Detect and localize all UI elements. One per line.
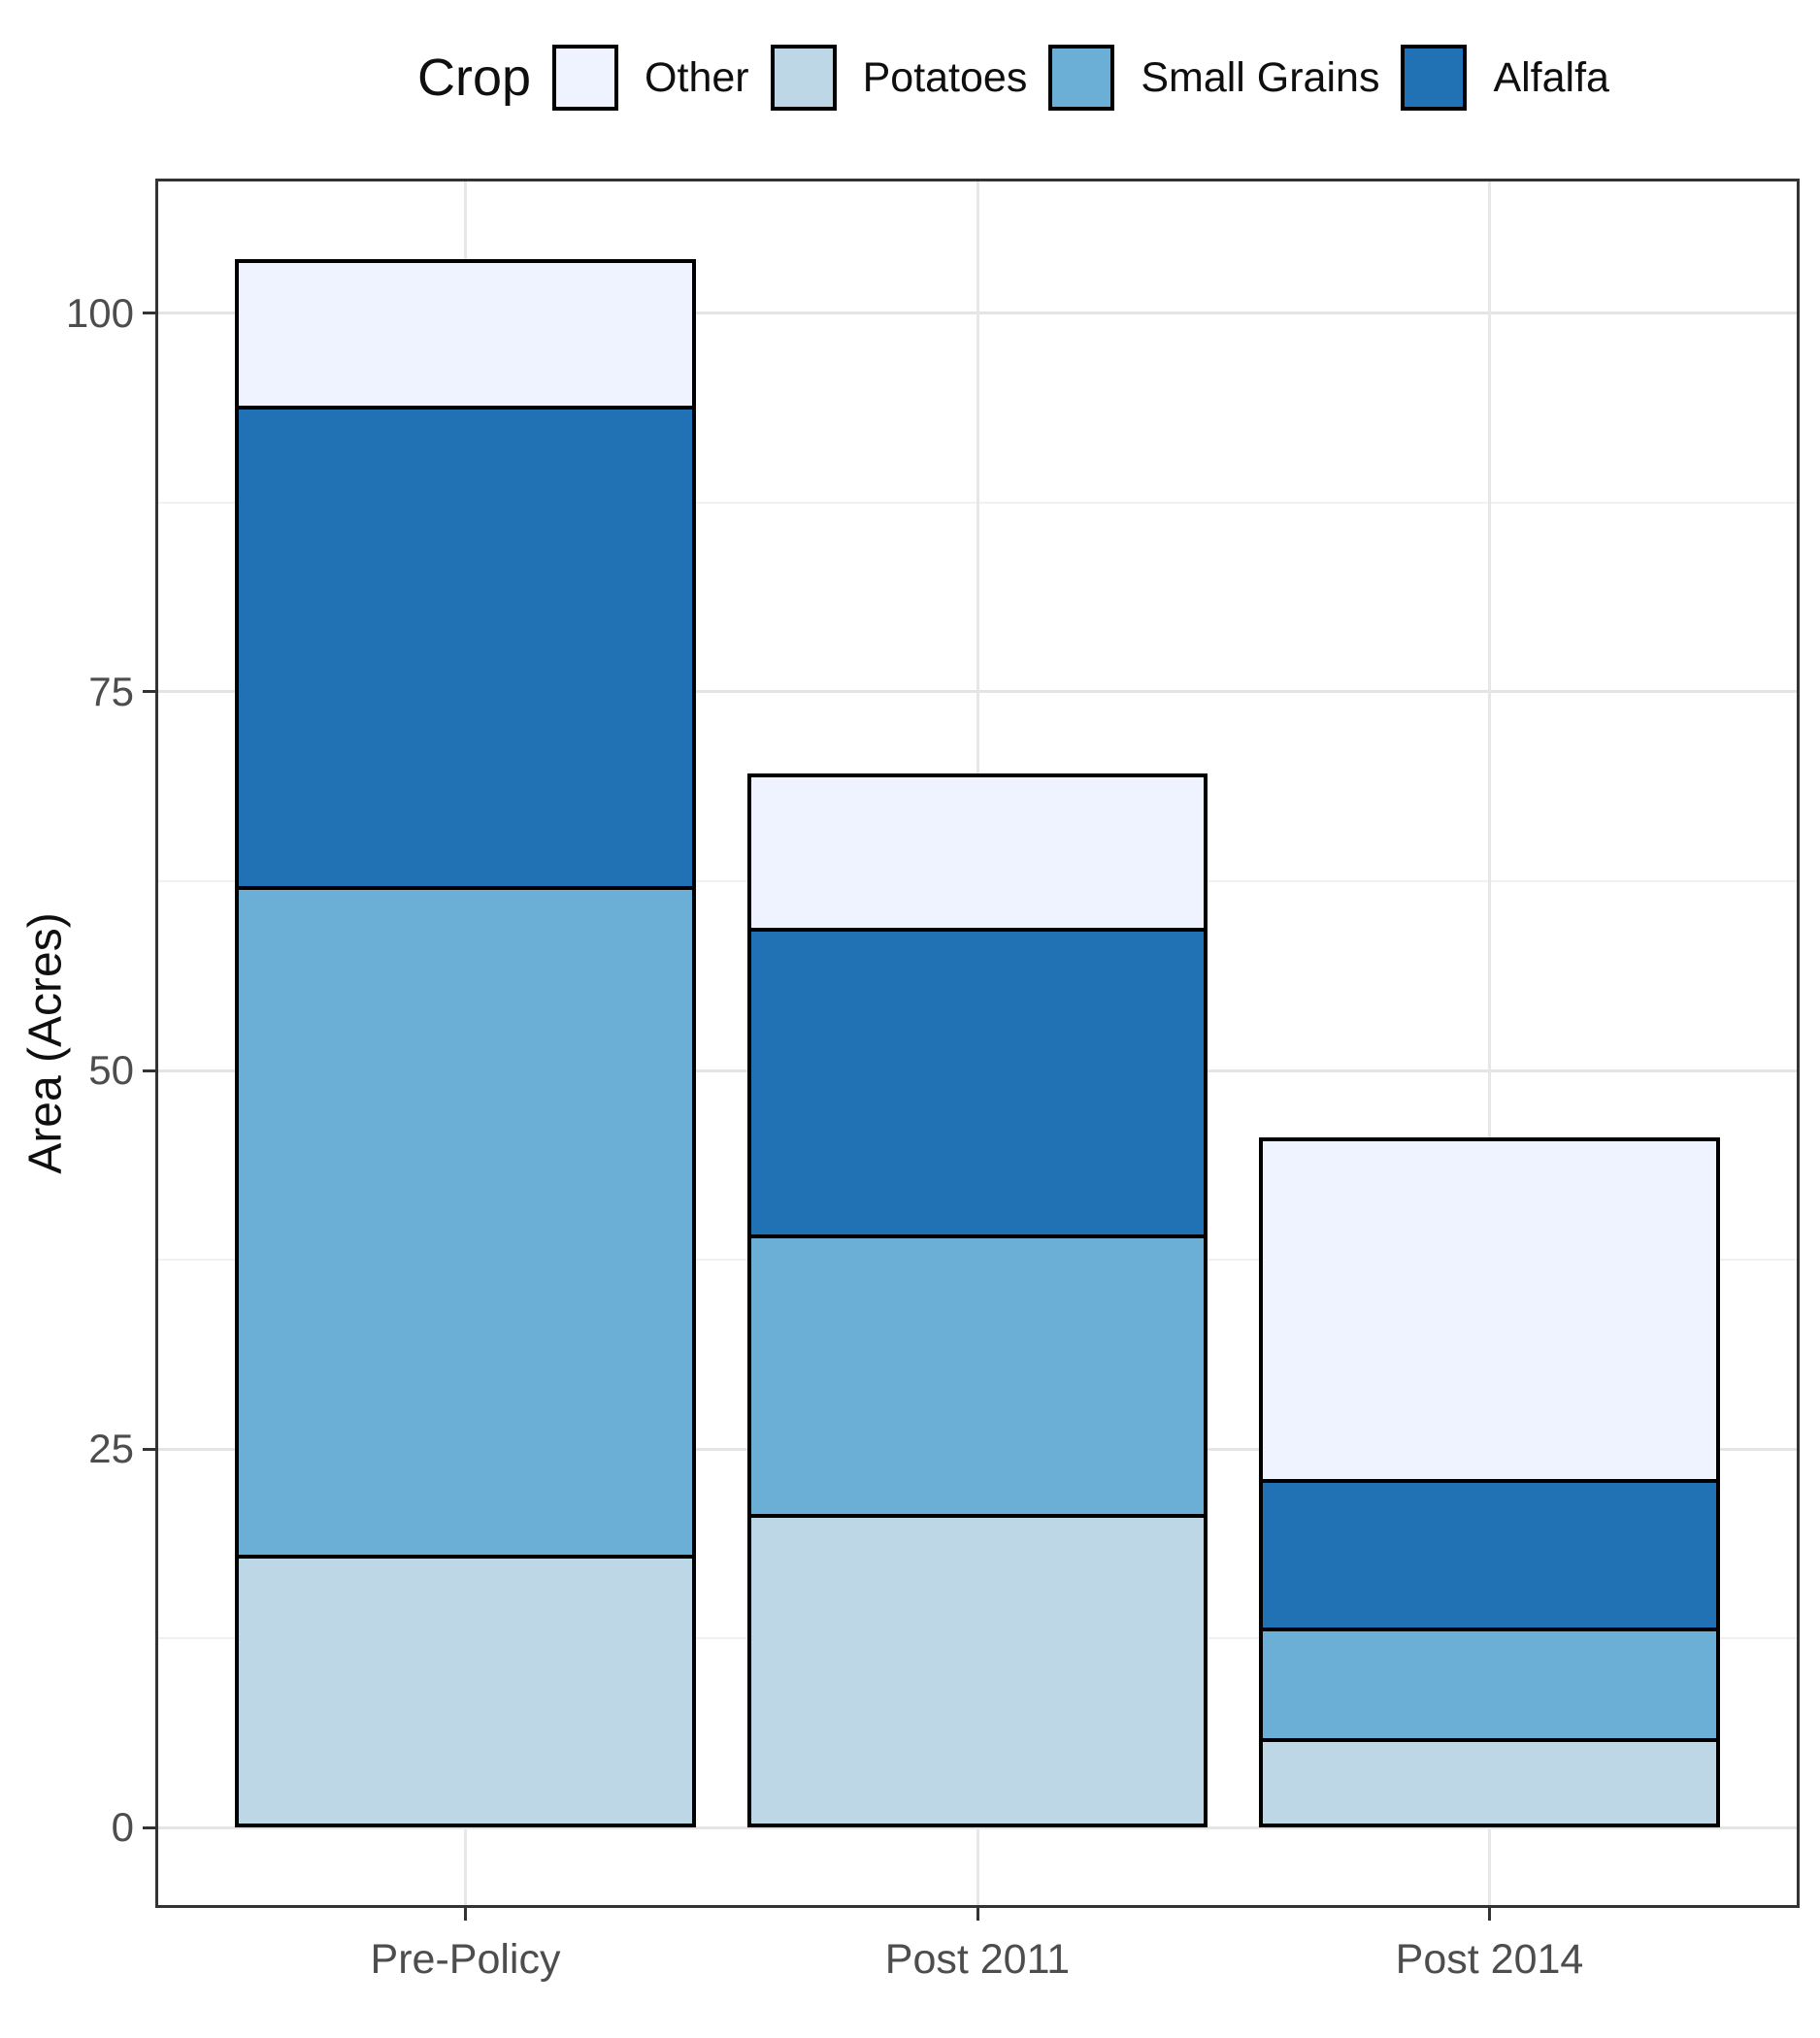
plot-panel bbox=[155, 179, 1800, 1908]
legend-label-other: Other bbox=[645, 53, 749, 101]
legend-items: Other Potatoes Small Grains Alfalfa bbox=[552, 45, 1609, 111]
legend: Crop Other Potatoes Small Grains Alfalfa bbox=[417, 21, 1609, 134]
legend-title: Crop bbox=[417, 49, 532, 107]
legend-item-alfalfa: Alfalfa bbox=[1401, 45, 1609, 111]
bar-pre-policy-potatoes bbox=[235, 1555, 696, 1828]
y-tick-label-50: 50 bbox=[88, 1047, 134, 1094]
gridline-x-post-2014 bbox=[1488, 181, 1491, 1905]
y-tick-0 bbox=[143, 1825, 155, 1829]
bar-post-2014-potatoes bbox=[1259, 1738, 1720, 1828]
legend-label-alfalfa: Alfalfa bbox=[1493, 53, 1609, 101]
y-tick-75 bbox=[143, 690, 155, 694]
legend-item-other: Other bbox=[552, 45, 749, 111]
bar-post-2014-other bbox=[1259, 1136, 1720, 1484]
x-tick-label-pre-policy: Pre-Policy bbox=[370, 1936, 561, 1983]
bar-post-2011-potatoes bbox=[746, 1514, 1208, 1828]
y-tick-label-100: 100 bbox=[65, 289, 134, 336]
bar-pre-policy-small-grains bbox=[235, 885, 696, 1560]
y-tick-100 bbox=[143, 312, 155, 315]
legend-swatch-small-grains bbox=[1048, 45, 1115, 111]
y-tick-label-75: 75 bbox=[88, 668, 134, 714]
legend-item-small-grains: Small Grains bbox=[1048, 45, 1379, 111]
legend-label-small-grains: Small Grains bbox=[1141, 53, 1380, 101]
bar-post-2011-alfalfa bbox=[746, 928, 1208, 1238]
y-tick-25 bbox=[143, 1447, 155, 1451]
y-tick-label-25: 25 bbox=[88, 1426, 134, 1472]
legend-item-potatoes: Potatoes bbox=[770, 45, 1028, 111]
x-tick-post-2014 bbox=[1488, 1908, 1491, 1921]
x-tick-post-2011 bbox=[976, 1908, 979, 1921]
x-tick-label-post-2014: Post 2014 bbox=[1395, 1936, 1584, 1983]
y-tick-50 bbox=[143, 1068, 155, 1072]
bar-post-2011-small-grains bbox=[746, 1233, 1208, 1519]
bar-post-2014-small-grains bbox=[1259, 1627, 1720, 1743]
bar-post-2014-alfalfa bbox=[1259, 1479, 1720, 1632]
bar-pre-policy-alfalfa bbox=[235, 405, 696, 890]
legend-swatch-alfalfa bbox=[1401, 45, 1468, 111]
x-tick-label-post-2011: Post 2011 bbox=[884, 1936, 1071, 1983]
legend-swatch-other bbox=[552, 45, 619, 111]
y-axis-title: Area (Acres) bbox=[19, 912, 72, 1174]
legend-swatch-potatoes bbox=[770, 45, 837, 111]
bar-post-2011-other bbox=[746, 773, 1208, 933]
bar-pre-policy-other bbox=[235, 258, 696, 410]
y-tick-label-0: 0 bbox=[111, 1804, 134, 1851]
x-tick-pre-policy bbox=[464, 1908, 467, 1921]
legend-label-potatoes: Potatoes bbox=[862, 53, 1028, 101]
